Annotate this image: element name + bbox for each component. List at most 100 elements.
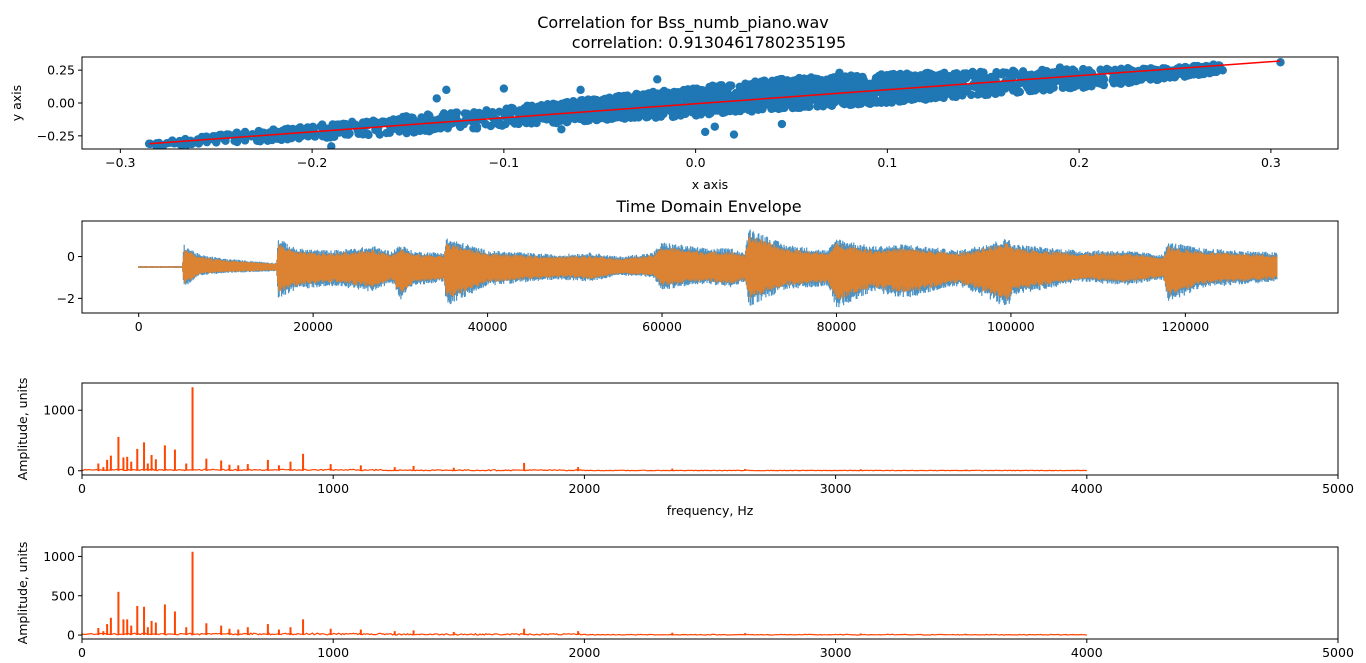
scatter-point xyxy=(642,113,651,122)
scatter-point xyxy=(930,87,940,97)
scatter-point xyxy=(1043,79,1052,89)
x-tick-label: 1000 xyxy=(317,645,349,660)
scatter-point xyxy=(602,99,611,108)
scatter-point xyxy=(375,118,384,128)
scatter-point xyxy=(794,103,804,112)
x-tick-label: 60000 xyxy=(642,319,682,334)
scatter-point xyxy=(857,94,867,103)
y-tick-label: 1000 xyxy=(43,549,75,564)
scatter-point xyxy=(990,80,1000,90)
scatter-point xyxy=(693,108,702,117)
spectrum-noise-floor xyxy=(81,468,1088,472)
y-axis-label: Amplitude, units xyxy=(15,378,30,481)
figure-title-line1: Correlation for Bss_numb_piano.wav xyxy=(537,13,829,33)
x-tick-label: 3000 xyxy=(820,481,852,496)
scatter-point xyxy=(267,135,277,145)
x-tick-label: 5000 xyxy=(1322,645,1354,660)
x-tick-label: 5000 xyxy=(1322,481,1354,496)
scatter-point xyxy=(472,122,482,132)
scatter-point xyxy=(240,127,250,137)
scatter-point xyxy=(726,106,735,116)
scatter-point xyxy=(1085,76,1094,86)
scatter-point xyxy=(553,106,562,115)
scatter-point xyxy=(1008,86,1018,95)
time-domain-panel: Time Domain Envelope 0 20000 40000 60000 800… xyxy=(57,197,1339,334)
x-tick-label: 0.2 xyxy=(1069,155,1089,170)
scatter-point xyxy=(230,136,239,146)
scatter-point xyxy=(570,114,580,124)
scatter-point xyxy=(557,99,566,108)
scatter-point xyxy=(503,114,512,123)
scatter-point xyxy=(1155,71,1165,80)
scatter-point xyxy=(823,82,832,92)
scatter-point xyxy=(341,119,350,129)
scatter-point xyxy=(1049,83,1058,92)
scatter-point xyxy=(744,105,753,115)
scatter-point xyxy=(683,91,692,100)
scatter-point xyxy=(716,81,725,90)
scatter-point xyxy=(794,93,804,102)
scatter-point xyxy=(569,97,578,106)
scatter-point xyxy=(1077,78,1086,88)
scatter-point xyxy=(777,119,787,129)
scatter-point xyxy=(874,71,884,81)
scatter-point xyxy=(1026,84,1035,94)
scatter-point xyxy=(946,79,955,88)
scatter-point xyxy=(812,80,821,90)
scatter-point xyxy=(1180,72,1189,81)
y-tick-label: −0.25 xyxy=(37,128,75,143)
scatter-point xyxy=(832,94,841,103)
scatter-point xyxy=(255,137,265,146)
scatter-point xyxy=(681,109,690,119)
scatter-point xyxy=(502,106,512,115)
scatter-point xyxy=(863,98,873,108)
scatter-point xyxy=(713,106,722,115)
spectrum-noise-floor xyxy=(81,632,1087,636)
scatter-point xyxy=(1110,65,1120,75)
scatter-point xyxy=(442,85,451,95)
y-tick-label: 0 xyxy=(67,463,75,478)
scatter-point xyxy=(358,130,368,139)
scatter-point xyxy=(921,72,930,81)
scatter-point xyxy=(913,89,922,98)
scatter-point xyxy=(1114,73,1124,82)
scatter-point xyxy=(392,117,402,126)
y-axis-label: Amplitude, units xyxy=(15,542,30,645)
scatter-point xyxy=(479,110,488,119)
scatter-point xyxy=(670,112,680,121)
scatter-point xyxy=(1132,75,1141,84)
scatter-point xyxy=(1218,66,1227,75)
scatter-point xyxy=(778,88,788,97)
scatter-point xyxy=(1276,58,1285,67)
scatter-point xyxy=(439,109,449,118)
scatter-point xyxy=(600,114,609,123)
scatter-point xyxy=(1096,79,1105,88)
scatter-point xyxy=(571,104,580,113)
scatter-point xyxy=(792,83,802,92)
figure-title-line2: correlation: 0.9130461780235195 xyxy=(572,33,846,52)
scatter-point xyxy=(889,75,899,85)
x-tick-label: −0.1 xyxy=(489,155,519,170)
scatter-point xyxy=(499,84,509,93)
x-tick-label: 20000 xyxy=(293,319,333,334)
scatter-point xyxy=(703,87,712,96)
scatter-point xyxy=(552,118,561,128)
y-axis-label: y axis xyxy=(9,85,24,121)
scatter-point xyxy=(589,113,598,123)
scatter-point xyxy=(750,96,759,106)
scatter-point xyxy=(1051,75,1060,84)
scatter-point xyxy=(538,109,547,119)
scatter-point xyxy=(751,77,760,86)
scatter-point xyxy=(701,127,710,137)
scatter-point xyxy=(785,77,795,86)
scatter-point xyxy=(881,81,891,90)
scatter-point xyxy=(1200,66,1210,76)
scatter-point xyxy=(757,77,766,86)
scatter-point xyxy=(966,90,976,100)
scatter-point xyxy=(723,95,732,104)
scatter-point xyxy=(835,68,844,77)
scatter-point xyxy=(723,85,732,94)
x-axis-label: x axis xyxy=(692,177,728,192)
scatter-point xyxy=(517,113,527,122)
scatter-point xyxy=(415,126,425,136)
